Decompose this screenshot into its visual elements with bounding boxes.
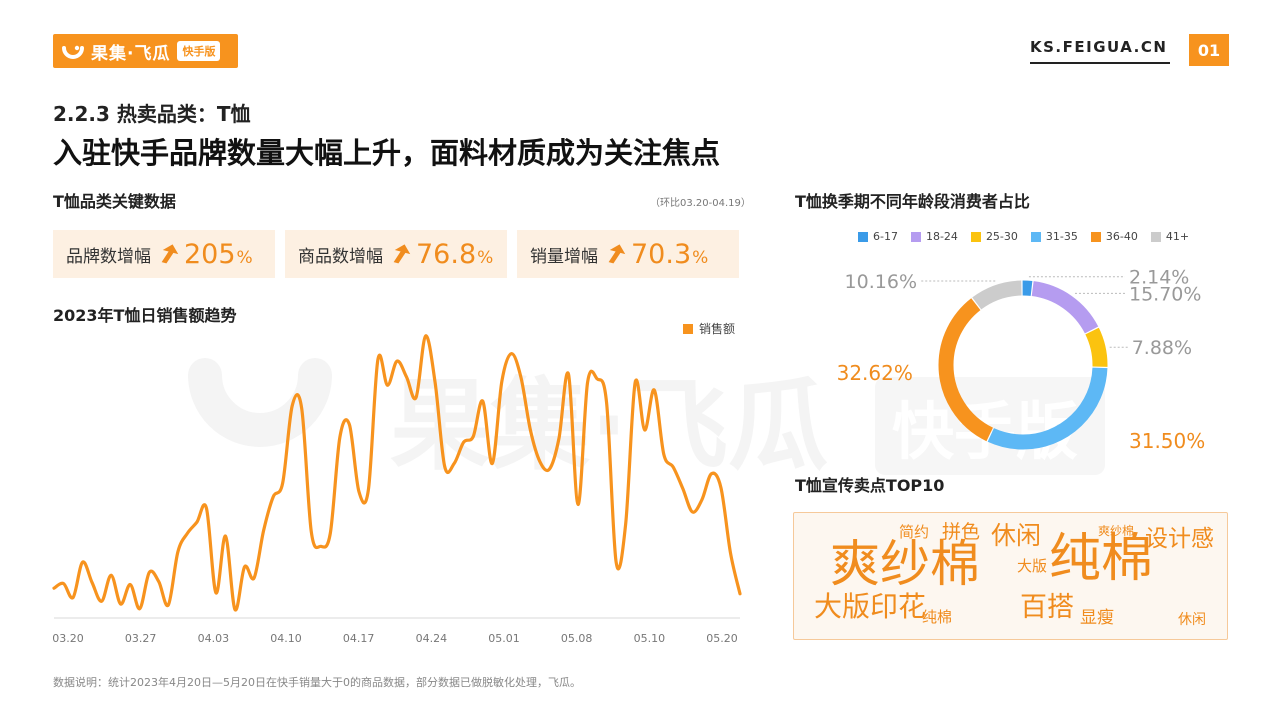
kpi-sales-growth: 销量增幅 70.3 % (517, 230, 739, 278)
kpi-unit: % (477, 248, 494, 268)
cloud-word: 显瘦 (1080, 608, 1114, 628)
legend-label: 6-17 (873, 230, 898, 243)
selling-points-wordcloud: 简约 拼色 休闲 爽纱棉 设计感 爽纱棉 纯棉 大版 大版印花 纯棉 百搭 显瘦… (793, 512, 1228, 640)
x-tick-label: 03.27 (125, 632, 156, 645)
legend-label: 31-35 (1045, 230, 1078, 243)
legend-label: 41+ (1165, 230, 1190, 243)
arrow-up-icon (608, 244, 626, 264)
page-title: 入驻快手品牌数量大幅上升，面料材质成为关注焦点 (53, 136, 721, 170)
line-chart-legend: 销售额 (683, 320, 735, 337)
logo-badge: 快手版 (177, 41, 221, 61)
kpi-label: 销量增幅 (530, 246, 598, 267)
line-chart-title: 2023年T恤日销售额趋势 (53, 306, 237, 325)
donut-value-label: 2.14% (1129, 267, 1189, 289)
legend-swatch (910, 231, 921, 242)
kpi-label: 商品数增幅 (298, 246, 383, 267)
x-tick-label: 05.08 (561, 632, 593, 645)
x-tick-label: 04.24 (416, 632, 448, 645)
cloud-word: 拼色 (942, 521, 981, 543)
x-tick-label: 04.17 (343, 632, 375, 645)
donut-value-label: 10.16% (845, 271, 917, 293)
donut-slice-25-30 (938, 280, 1108, 450)
kpi-product-growth: 商品数增幅 76.8 % (285, 230, 507, 278)
site-url[interactable]: KS.FEIGUA.CN (1030, 38, 1168, 56)
legend-item: 18-24 (910, 230, 958, 243)
logo-text: 果集·飞瓜 (91, 43, 171, 64)
legend-item: 36-40 (1090, 230, 1138, 243)
kpi-unit: % (692, 248, 709, 268)
series-line-sales (52, 334, 742, 612)
period-note: （环比03.20-04.19） (650, 198, 751, 209)
donut-value-label: 32.62% (837, 361, 913, 385)
cloud-word: 纯棉 (1049, 529, 1154, 589)
wordcloud-heading: T恤宣传卖点TOP10 (795, 476, 945, 495)
cloud-word: 纯棉 (922, 608, 953, 626)
cloud-word: 百搭 (1020, 592, 1074, 623)
donut-legend: 6-17 18-24 25-30 31-35 36-40 41+ (858, 230, 1189, 243)
cloud-word: 休闲 (1178, 612, 1206, 628)
legend-swatch (1030, 231, 1041, 242)
arrow-up-icon (161, 244, 179, 264)
cloud-word: 设计感 (1145, 526, 1214, 552)
legend-swatch (970, 231, 981, 242)
legend-label: 18-24 (925, 230, 958, 243)
cloud-word: 爽纱棉 (1098, 524, 1135, 538)
kpi-value: 70.3 (631, 238, 692, 270)
legend-label: 25-30 (985, 230, 1018, 243)
page-number: 01 (1189, 34, 1229, 66)
x-tick-label: 03.20 (52, 632, 84, 645)
legend-label: 销售额 (699, 322, 736, 336)
section-subtitle: 2.2.3 热卖品类：T恤 (53, 102, 251, 126)
legend-item: 41+ (1150, 230, 1190, 243)
x-tick-label: 05.10 (634, 632, 666, 645)
donut-slice-6-17 (938, 280, 1108, 450)
site-underline (1030, 62, 1170, 64)
kpi-unit: % (236, 248, 253, 268)
legend-swatch (683, 323, 693, 334)
cloud-word: 休闲 (991, 521, 1042, 550)
cloud-word: 爽纱棉 (830, 535, 980, 593)
donut-value-label: 15.70% (1129, 283, 1201, 305)
legend-swatch (858, 231, 868, 242)
donut-value-label: 31.50% (1129, 429, 1205, 453)
donut-slice-36-40 (938, 280, 1108, 450)
brand-logo: 果集·飞瓜 快手版 (53, 34, 238, 68)
cloud-word: 简约 (899, 523, 930, 541)
kpi-value: 205 (184, 238, 236, 270)
cloud-word: 大版 (1017, 557, 1048, 575)
x-tick-label: 05.01 (488, 632, 520, 645)
legend-item: 31-35 (1030, 230, 1078, 243)
legend-swatch (1090, 231, 1101, 242)
donut-slice-31-35 (938, 280, 1108, 450)
legend-label: 36-40 (1105, 230, 1138, 243)
donut-value-label: 7.88% (1132, 337, 1192, 359)
key-data-heading: T恤品类关键数据 (53, 192, 176, 211)
cloud-word: 大版印花 (814, 590, 927, 623)
logo-icon (61, 39, 85, 63)
age-donut-chart: 2.14%15.70% 7.88% 31.50% 32.62% 10.16% (837, 267, 1206, 453)
kpi-value: 76.8 (416, 238, 477, 270)
legend-item: 25-30 (970, 230, 1018, 243)
sales-trend-line-chart: 03.20 03.27 04.03 04.10 04.17 04.24 05.01 05.08… (52, 334, 742, 645)
x-tick-label: 05.20 (706, 632, 738, 645)
x-tick-label: 04.10 (270, 632, 302, 645)
kpi-brand-growth: 品牌数增幅 205 % (53, 230, 275, 278)
arrow-up-icon (393, 244, 411, 264)
donut-chart-title: T恤换季期不同年龄段消费者占比 (795, 192, 1030, 211)
kpi-label: 品牌数增幅 (66, 246, 151, 267)
data-footnote: 数据说明：统计2023年4月20日—5月20日在快手销量大于0的商品数据，部分数… (53, 676, 581, 689)
legend-item: 6-17 (858, 230, 898, 243)
x-tick-label: 04.03 (198, 632, 230, 645)
legend-swatch (1150, 231, 1161, 242)
